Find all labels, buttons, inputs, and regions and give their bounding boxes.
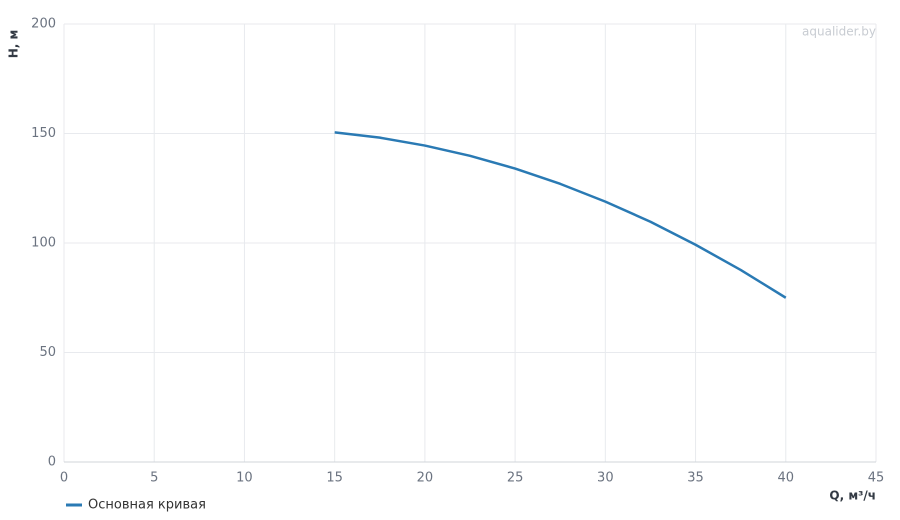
x-tick-label: 0 [60, 471, 68, 486]
x-tick-label: 15 [326, 471, 343, 486]
y-tick-label: 100 [31, 236, 56, 251]
x-tick-label: 40 [778, 471, 795, 486]
x-tick-label: 20 [417, 471, 434, 486]
x-tick-label: 35 [687, 471, 704, 486]
y-axis-label: H, м [7, 30, 21, 59]
x-axis-label: Q, м³/ч [829, 489, 876, 503]
line [334, 131, 787, 299]
x-tick-label: 10 [236, 471, 253, 486]
legend-label: Основная кривая [88, 498, 206, 513]
y-tick-label: 50 [39, 345, 56, 360]
x-tick-label: 25 [507, 471, 524, 486]
y-tick-label: 150 [31, 126, 56, 141]
y-tick-label: 200 [31, 17, 56, 32]
watermark: aqualider.by [802, 25, 876, 39]
x-tick-label: 5 [150, 471, 158, 486]
x-tick-label: 30 [597, 471, 614, 486]
y-tick-label: 0 [48, 455, 56, 470]
x-tick-label: 45 [868, 471, 885, 486]
